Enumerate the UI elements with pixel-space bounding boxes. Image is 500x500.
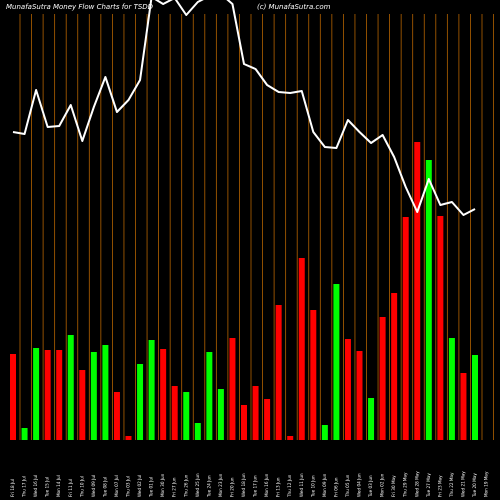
money-flow-bar xyxy=(171,386,178,440)
money-flow-bar xyxy=(437,216,444,440)
money-flow-bar xyxy=(275,305,282,440)
x-tick-label: Wed 16 Jul xyxy=(33,475,38,497)
x-tick-label: Tue 01 Jul xyxy=(149,477,154,498)
x-tick-label: Fri 13 Jun xyxy=(276,477,281,497)
money-flow-bar xyxy=(425,160,432,440)
money-flow-bar xyxy=(102,345,109,440)
chart-gridlines xyxy=(19,14,494,440)
x-tick-label: Tue 15 Jul xyxy=(45,477,50,498)
money-flow-bar xyxy=(10,354,16,440)
x-tick-label: Mon 02 Jun xyxy=(380,473,385,497)
money-flow-bar xyxy=(56,350,63,440)
x-tick-label: Mon 23 Jun xyxy=(218,473,223,497)
money-flow-bar xyxy=(287,436,294,440)
x-tick-label: Fri 30 May xyxy=(391,475,396,497)
money-flow-bar xyxy=(321,425,328,440)
money-flow-bar xyxy=(460,373,467,440)
money-flow-bar xyxy=(44,350,51,440)
money-flow-bar xyxy=(67,335,74,440)
chart-x-labels: Fri 18 Jul Thu 17 Jul Wed 16 Jul Tue 15 Jul… xyxy=(10,471,489,498)
money-flow-bar xyxy=(414,142,421,440)
x-tick-label: Fri 18 Jul xyxy=(10,479,15,497)
chart-bars xyxy=(10,142,478,440)
money-flow-bar xyxy=(113,392,120,440)
x-tick-label: Tue 10 Jun xyxy=(310,475,315,498)
money-flow-bar xyxy=(160,349,167,440)
x-tick-label: Fri 11 Jul xyxy=(68,479,73,497)
x-tick-label: Mon 09 Jun xyxy=(322,473,327,497)
x-tick-label: Wed 18 Jun xyxy=(241,473,246,497)
money-flow-bar xyxy=(183,392,190,440)
money-flow-bar xyxy=(229,338,236,440)
money-flow-bar xyxy=(241,405,247,440)
x-tick-label: Thu 05 Jun xyxy=(345,474,350,498)
x-tick-label: Fri 20 Jun xyxy=(229,477,234,497)
money-flow-bar xyxy=(298,258,305,440)
x-tick-label: Fri 23 May xyxy=(437,475,442,497)
money-flow-bar xyxy=(356,351,363,440)
x-tick-label: Fri 06 Jun xyxy=(333,477,338,497)
x-tick-label: Tue 08 Jul xyxy=(102,477,107,498)
x-tick-label: Wed 28 May xyxy=(414,471,419,497)
money-flow-bar xyxy=(448,338,455,440)
x-tick-label: Tue 20 May xyxy=(472,473,477,498)
money-flow-bar xyxy=(148,340,155,440)
x-tick-label: Thu 26 Jun xyxy=(183,474,188,498)
price-line xyxy=(12,0,476,216)
x-tick-label: Thu 10 Jul xyxy=(79,476,84,498)
money-flow-bar xyxy=(368,398,375,440)
money-flow-bar xyxy=(252,386,259,440)
money-flow-bar xyxy=(137,364,144,440)
money-flow-bar xyxy=(90,352,97,440)
x-tick-label: Wed 11 Jun xyxy=(299,473,304,497)
x-tick-label: Mon 16 Jun xyxy=(264,473,269,497)
money-flow-bar xyxy=(472,355,478,440)
x-tick-label: Mon 07 Jul xyxy=(114,475,119,497)
x-tick-label: Wed 09 Jul xyxy=(91,475,96,497)
money-flow-bar xyxy=(391,293,398,440)
x-tick-label: Wed 25 Jun xyxy=(195,473,200,497)
money-flow-bar xyxy=(21,428,28,440)
x-tick-label: Tue 03 Jun xyxy=(368,475,373,498)
x-tick-label: Thu 22 May xyxy=(449,472,454,498)
x-tick-label: Mon 30 Jun xyxy=(160,473,165,497)
money-flow-bar xyxy=(310,310,317,440)
money-flow-bar xyxy=(402,217,409,440)
x-tick-label: Wed 04 Jun xyxy=(357,473,362,497)
money-flow-bar xyxy=(206,352,213,440)
x-tick-label: Wed 02 Jul xyxy=(137,475,142,497)
money-flow-bar xyxy=(344,339,351,440)
money-flow-bar xyxy=(333,284,340,440)
x-tick-label: Mon 14 Jul xyxy=(56,475,61,497)
x-tick-label: Tue 27 May xyxy=(426,473,431,498)
x-tick-label: Thu 29 May xyxy=(403,472,408,498)
x-tick-label: Thu 17 Jul xyxy=(22,476,27,498)
money-flow-bar xyxy=(125,436,132,440)
x-tick-label: Thu 12 Jun xyxy=(287,474,292,498)
money-flow-bar xyxy=(79,370,86,440)
money-flow-bar xyxy=(217,389,224,440)
x-tick-label: Wed 21 May xyxy=(460,471,465,497)
money-flow-bar xyxy=(264,399,271,440)
copyright-text: (c) MunafaSutra.com xyxy=(257,3,331,11)
money-flow-bar xyxy=(379,317,386,440)
x-tick-label: Fri 27 Jun xyxy=(172,477,177,497)
money-flow-bar xyxy=(33,348,40,440)
x-tick-label: Tue 24 Jun xyxy=(206,475,211,498)
chart-title: MunafaSutra Money Flow Charts for TSDD xyxy=(6,3,154,11)
x-tick-label: Thu 03 Jul xyxy=(126,476,131,498)
money-flow-bar xyxy=(194,423,201,440)
x-tick-label: Mon 19 May xyxy=(484,471,489,497)
x-tick-label: Tue 17 Jun xyxy=(253,475,258,498)
